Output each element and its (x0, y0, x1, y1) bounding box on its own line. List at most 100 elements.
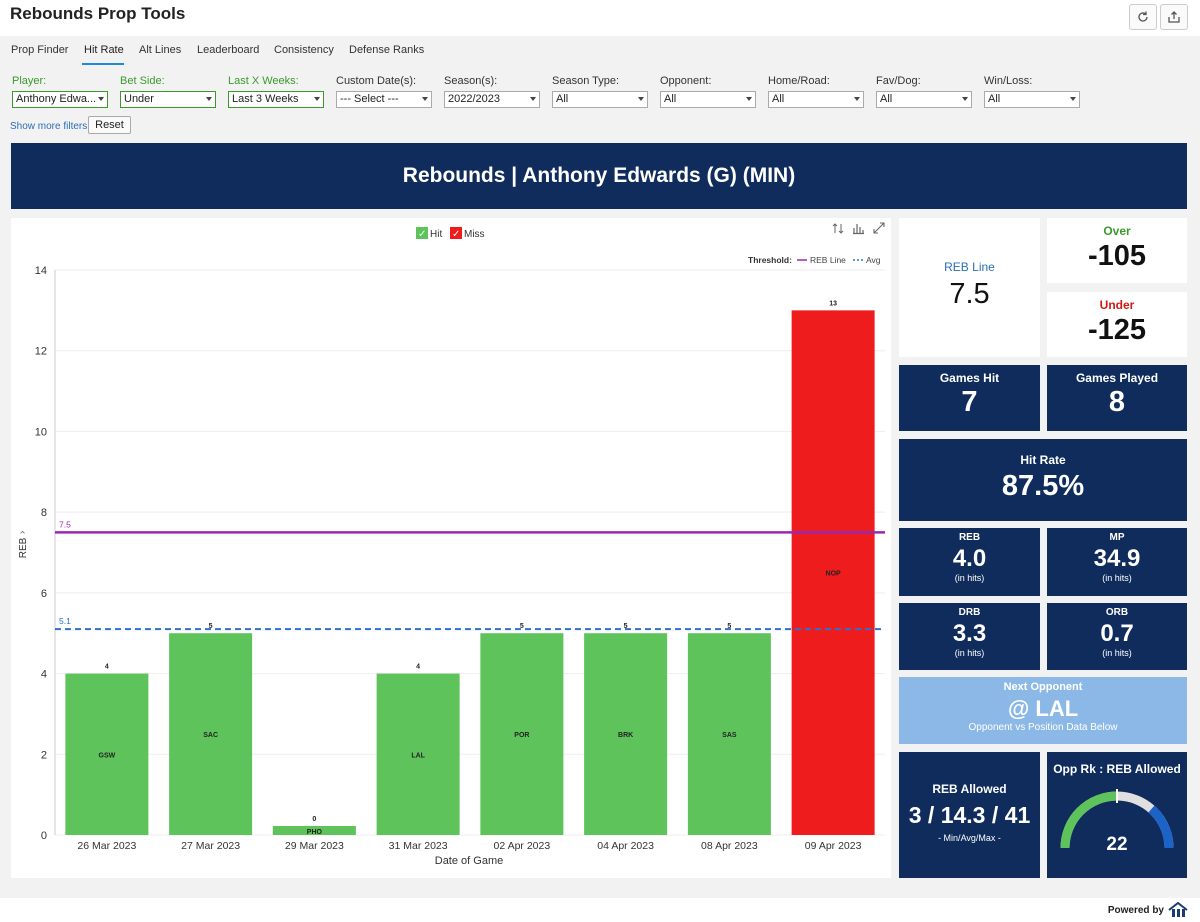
reb-allowed-sub: - Min/Avg/Max - (938, 833, 1001, 843)
chart-bar (791, 310, 875, 835)
caret-down-icon (962, 97, 968, 101)
mp-value: 34.9 (1093, 545, 1141, 572)
legend-hit-swatch (416, 227, 428, 239)
games-played-card: Games Played 8 (1047, 365, 1187, 431)
last-weeks-select[interactable]: Last 3 Weeks (228, 91, 324, 108)
select-value: All (772, 93, 785, 105)
caret-down-icon (98, 97, 104, 101)
filter-label: Season(s): (444, 75, 498, 87)
filter-label: Home/Road: (768, 75, 830, 87)
bar-value-label: 4 (416, 664, 420, 671)
filter-home-road: Home/Road: All (768, 75, 864, 108)
win-loss-select[interactable]: All (984, 91, 1080, 108)
sort-icon[interactable] (832, 223, 844, 234)
y-axis-label-chevron: › (17, 531, 28, 534)
bet-side-select[interactable]: Under (120, 91, 216, 108)
games-hit-value: 7 (961, 386, 978, 418)
seasons-select[interactable]: 2022/2023 (444, 91, 540, 108)
mp-title: MP (1109, 532, 1125, 543)
reset-button[interactable]: Reset (88, 116, 131, 134)
filter-last-weeks: Last X Weeks: Last 3 Weeks (228, 75, 324, 108)
tab-leaderboard[interactable]: Leaderboard (197, 44, 260, 56)
y-tick-label: 0 (41, 830, 47, 842)
season-type-select[interactable]: All (552, 91, 648, 108)
y-tick-label: 8 (41, 507, 47, 519)
bar-opponent-label: SAC (203, 732, 218, 739)
export-button[interactable] (1160, 4, 1188, 30)
next-opponent-title: Next Opponent (1003, 681, 1083, 693)
active-tab-indicator (82, 63, 124, 65)
refresh-button[interactable] (1129, 4, 1157, 30)
bar-value-label: 5 (727, 623, 731, 630)
opponent-select[interactable]: All (660, 91, 756, 108)
opp-rank-gauge: 22 (1060, 789, 1174, 855)
filter-fav-dog: Fav/Dog: All (876, 75, 972, 108)
page-banner: Rebounds | Anthony Edwards (G) (MIN) (11, 143, 1187, 209)
chart-panel: ✓ Hit ✓ Miss Threshold: REB Line Avg 0 2 4… (11, 218, 891, 878)
home-road-select[interactable]: All (768, 91, 864, 108)
bar-chart-icon[interactable] (853, 224, 864, 235)
chart-reference-lines: 7.5 5.1 (55, 519, 885, 631)
caret-down-icon (422, 97, 428, 101)
caret-down-icon (206, 97, 212, 101)
drb-sub: (in hits) (954, 648, 985, 658)
filter-label: Season Type: (552, 75, 620, 87)
filter-bar: Player: Anthony Edwa... Bet Side: Under … (0, 66, 1200, 142)
select-value: Anthony Edwa... (16, 93, 97, 105)
tab-prop-finder[interactable]: Prop Finder (11, 44, 69, 56)
reb-line-card: REB Line 7.5 (899, 218, 1040, 357)
y-tick-label: 2 (41, 749, 47, 761)
select-value: 2022/2023 (448, 93, 500, 105)
x-tick-label: 04 Apr 2023 (597, 840, 654, 852)
chart-bars: 4 GSW 26 Mar 2023 5 SAC 27 Mar 2023 0 PHO 29 Mar… (65, 300, 875, 852)
expand-icon[interactable] (873, 222, 885, 234)
y-tick-label: 14 (35, 265, 47, 277)
bar-opponent-label: LAL (411, 752, 425, 759)
reb-allowed-value: 3 / 14.3 / 41 (908, 802, 1031, 828)
filter-label: Opponent: (660, 75, 712, 87)
bar-value-label: 13 (829, 300, 837, 307)
select-value: All (556, 93, 569, 105)
chart-legend: ✓ Hit ✓ Miss (416, 227, 485, 240)
hit-rate-value: 87.5% (1001, 470, 1085, 502)
x-tick-label: 09 Apr 2023 (805, 840, 862, 852)
x-tick-label: 08 Apr 2023 (701, 840, 758, 852)
opp-rank-value: 22 (1106, 834, 1127, 855)
powered-by-label: Powered by (1107, 904, 1164, 916)
x-tick-label: 31 Mar 2023 (389, 840, 448, 852)
filter-player: Player: Anthony Edwa... (12, 75, 108, 108)
chart-bar (480, 633, 564, 835)
y-tick-label: 6 (41, 588, 47, 600)
bar-opponent-label: SAS (722, 732, 737, 739)
tab-bar: Prop Finder Hit Rate Alt Lines Leaderboa… (0, 36, 1200, 66)
avg-legend-label: Avg (866, 255, 881, 265)
player-select[interactable]: Anthony Edwa... (12, 91, 108, 108)
select-value: All (988, 93, 1001, 105)
chart-bar (376, 673, 460, 835)
x-tick-label: 27 Mar 2023 (181, 840, 240, 852)
tab-consistency[interactable]: Consistency (274, 44, 334, 56)
show-more-filters-link[interactable]: Show more filters (10, 121, 88, 132)
under-value: -125 (1087, 314, 1147, 346)
reb-allowed-title: REB Allowed (932, 782, 1007, 796)
tab-hit-rate[interactable]: Hit Rate (84, 44, 124, 56)
bar-value-label: 5 (209, 623, 213, 630)
chart-bar (584, 633, 668, 835)
check-icon: ✓ (452, 229, 460, 240)
chart-bar (65, 673, 149, 835)
tab-alt-lines[interactable]: Alt Lines (139, 44, 182, 56)
filter-bet-side: Bet Side: Under (120, 75, 216, 108)
custom-dates-select[interactable]: --- Select --- (336, 91, 432, 108)
fav-dog-select[interactable]: All (876, 91, 972, 108)
footer: Powered by (0, 898, 1200, 922)
filter-season-type: Season Type: All (552, 75, 648, 108)
next-opponent-value: @ LAL (1007, 696, 1079, 721)
bar-value-label: 5 (624, 623, 628, 630)
reb-sub: (in hits) (954, 573, 985, 583)
tab-defense-ranks[interactable]: Defense Ranks (349, 44, 425, 56)
filter-label: Custom Date(s): (336, 75, 417, 87)
y-axis-label: REB (18, 537, 29, 558)
filter-win-loss: Win/Loss: All (984, 75, 1080, 108)
filter-custom-dates: Custom Date(s): --- Select --- (336, 75, 432, 108)
filter-label: Player: (12, 75, 47, 87)
